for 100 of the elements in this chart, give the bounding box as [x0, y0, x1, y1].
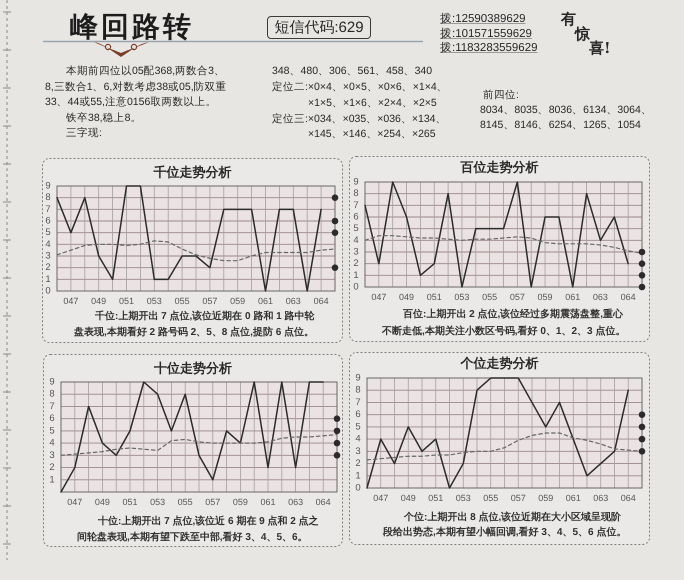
x-tick-label: 049: [91, 296, 106, 306]
y-tick-label: 7: [355, 396, 361, 408]
y-tick-label: 3: [45, 250, 51, 262]
x-tick-label: 059: [230, 296, 246, 306]
text: 前四位:: [483, 88, 520, 102]
x-tick-label: 047: [371, 292, 386, 302]
text: 本期前四位以05配368,两数合3、8,三数合1、6,对数考虑38或05,防双重33、44或55,注意0156取两数以上。: [45, 64, 228, 110]
x-tick-label: 055: [178, 497, 193, 507]
x-tick-label: 049: [399, 292, 414, 302]
y-tick-label: 5: [355, 421, 361, 432]
y-tick-label: 5: [45, 227, 51, 238]
y-tick-label: 1: [355, 470, 361, 482]
chart-title: 十位走势分析: [153, 360, 232, 376]
line-series: [60, 381, 324, 493]
y-tick-label: 2: [355, 458, 361, 470]
y-tick-label: 9: [355, 372, 361, 384]
x-tick-label: 063: [288, 497, 304, 507]
text: 定位三:×034、×035、×036、×134、×145、×146、×254、×265: [272, 112, 448, 142]
x-tick-label: 059: [232, 497, 248, 507]
chart-title: 百位走势分析: [460, 160, 538, 174]
y-tick-label: 9: [45, 180, 51, 192]
y-tick-label: 4: [353, 234, 359, 246]
text: 拨:1183283559629: [440, 41, 538, 55]
x-tick-label: 063: [593, 493, 608, 503]
x-tick-label: 059: [538, 493, 554, 503]
y-tick-label: 0: [355, 482, 361, 494]
chart-title: 千位走势分析: [152, 164, 232, 180]
x-tick-label: 064: [316, 497, 331, 507]
line-series: [366, 377, 629, 489]
y-tick-label: 3: [353, 246, 359, 258]
line-series: [56, 185, 322, 292]
x-tick-label: 064: [620, 493, 636, 503]
x-tick-label: 055: [482, 292, 498, 302]
y-tick-label: 7: [49, 400, 55, 412]
y-tick-label: 8: [353, 188, 359, 200]
x-tick-label: 064: [314, 296, 329, 306]
x-tick-label: 053: [146, 296, 162, 306]
text: 百位:上期开出 2 点位,该位经过多期震荡盘整,重心不断走低,本期关注小数区号码,看好 0、1、2、3 点位。: [382, 307, 626, 338]
y-tick-label: 2: [353, 258, 359, 270]
y-tick-label: 9: [49, 376, 55, 388]
y-tick-label: 6: [353, 212, 359, 222]
y-tick-label: 8: [49, 388, 55, 400]
y-tick-label: 1: [353, 270, 359, 281]
text: 峰回路转: [70, 10, 194, 43]
x-tick-label: 055: [483, 493, 498, 503]
x-tick-label: 047: [63, 296, 78, 306]
y-tick-label: 8: [355, 384, 361, 396]
x-tick-label: 057: [510, 493, 526, 503]
x-tick-label: 053: [454, 292, 470, 302]
x-tick-label: 063: [592, 292, 608, 302]
y-tick-label: 3: [355, 446, 361, 457]
x-tick-label: 049: [94, 497, 110, 507]
y-tick-label: 1: [49, 474, 55, 486]
x-tick-label: 053: [456, 493, 471, 503]
y-tick-label: 1: [45, 274, 51, 285]
y-tick-label: 7: [45, 204, 51, 215]
line-series: [364, 181, 629, 288]
x-tick-label: 061: [260, 497, 276, 507]
text: 348、480、306、561、458、340: [272, 64, 434, 79]
x-tick-label: 051: [426, 292, 442, 302]
x-tick-label: 047: [373, 493, 388, 503]
x-tick-label: 059: [538, 292, 553, 302]
chart-title: 个位走势分析: [460, 356, 538, 370]
y-tick-label: 2: [45, 262, 51, 274]
x-tick-label: 064: [620, 292, 636, 302]
text: 十位:上期开出 7 点位,该位近 6 期在 9 点和 2 点之间轮盘表现,本期有望下跌至中部,看好 3、4、5、6。: [77, 514, 320, 544]
y-tick-label: 3: [49, 450, 55, 461]
text: 拨:12590389629: [440, 12, 526, 26]
text: 三字现:: [65, 126, 103, 141]
text: 有惊喜!: [561, 10, 611, 57]
y-tick-label: 7: [353, 200, 359, 211]
x-tick-label: 063: [286, 296, 301, 306]
y-tick-label: 4: [49, 438, 55, 449]
x-tick-label: 055: [174, 296, 190, 306]
text: 个位:上期开出 8 点位,该位近期在大小区域呈现阶段给出势态,本期有望小幅回调,看好 3、4、5、6 点位。: [383, 510, 628, 540]
text: 铁卒38,稳上8。: [65, 110, 142, 126]
x-tick-label: 061: [566, 493, 581, 503]
y-tick-label: 5: [353, 223, 359, 234]
y-tick-label: 6: [45, 216, 51, 226]
x-tick-label: 053: [150, 497, 166, 507]
x-tick-label: 061: [258, 296, 274, 306]
text: 短信代码:629: [267, 16, 371, 39]
y-tick-label: 6: [355, 409, 361, 420]
x-tick-label: 051: [428, 493, 444, 503]
y-tick-label: 2: [49, 462, 55, 474]
y-tick-label: 6: [49, 413, 55, 424]
y-tick-label: 4: [45, 238, 51, 250]
text: 拨:101571559629: [440, 26, 532, 40]
y-tick-label: 0: [353, 282, 359, 292]
text: 定位二:×0×4、×0×5、×0×6、×1×4、×1×5、×1×6、×2×4、×2×5: [272, 80, 449, 110]
x-tick-label: 057: [205, 497, 220, 507]
text: 千位:上期开出 7 点位,该位近期在 0 路和 1 路中轮盘表现,本期看好 2 路号码 2、5、8 点位,提防 6 点位。: [74, 310, 316, 340]
x-tick-label: 049: [400, 493, 416, 503]
x-tick-label: 057: [510, 292, 525, 302]
text: 8034、8035、8036、6134、3064、8145、8146、6254、1265、1054: [480, 102, 653, 133]
x-tick-label: 047: [67, 497, 82, 507]
y-tick-label: 0: [45, 286, 51, 296]
x-tick-label: 057: [202, 296, 218, 306]
y-tick-label: 4: [355, 434, 361, 445]
y-tick-label: 9: [353, 176, 359, 188]
